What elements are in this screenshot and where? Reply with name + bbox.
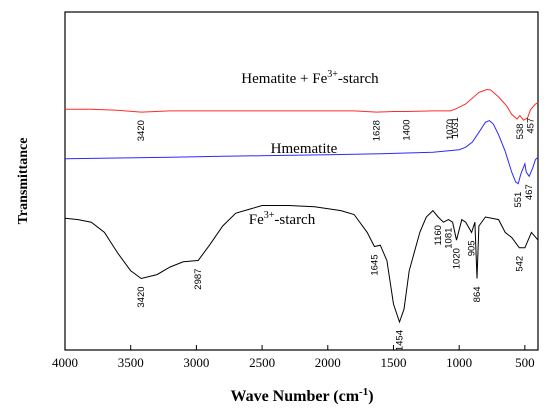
peak-label: 1031 [450,117,461,138]
series-layer [64,88,539,324]
x-tick-label: 1500 [380,355,406,370]
x-tick-label: 2000 [315,355,341,370]
series-line [64,205,539,324]
peak-label: 1020 [452,248,463,269]
series-line [64,120,539,185]
peak-label: 3420 [136,286,147,307]
series-label: Hematite + Fe3+-starch [241,69,379,87]
peak-label: 1081 [444,228,455,249]
x-axis-title-sup: -1 [359,386,368,398]
peak-label: 542 [514,256,525,272]
series-label: Hmematite [271,141,338,157]
peak-label: 467 [524,184,535,200]
peak-label: 551 [513,192,524,208]
series-line [65,88,539,121]
peak-label: 1645 [369,254,380,275]
series-label-main: Hmematite [271,141,338,157]
peak-label: 3420 [136,120,147,141]
peak-label: 457 [526,118,537,134]
x-tick-label: 3000 [183,355,209,370]
x-tick-label: 2500 [249,355,275,370]
plot-frame [64,11,539,351]
series-label-tail: -starch [338,71,379,87]
series-label-main: Hematite + Fe [241,71,327,87]
peak-label: 864 [472,286,483,302]
series-label-sup: 3+ [264,210,275,221]
series-label: Fe3+-starch [249,210,316,228]
peak-label: 1160 [433,225,444,245]
peak-label: 538 [515,124,526,140]
series-label-sup: 3+ [327,69,338,80]
x-tick-label: 4000 [52,355,78,370]
series-label-tail: -starch [274,212,315,228]
peak-label: 1454 [395,330,406,351]
x-tick-label: 3500 [118,355,144,370]
peak-label: 1070 [445,119,456,140]
x-tick-label: 1000 [446,355,472,370]
x-axis-ticks: 4000 3500 3000 2500 2000 1500 1000 500 [52,345,535,370]
x-axis-title-tail: ) [368,388,373,405]
x-axis-title: Wave Number (cm-1) [230,386,373,405]
series-labels: Hematite + Fe3+-starchHmematiteFe3+-star… [241,69,379,228]
peak-label: 1628 [372,120,383,141]
x-tick-label: 500 [515,355,535,370]
peak-label: 905 [467,240,478,256]
peak-label: 1400 [402,120,413,141]
peak-label: 2987 [193,269,204,290]
series-label-main: Fe [249,212,264,228]
x-axis-title-main: Wave Number (cm [230,388,359,405]
y-axis-title: Transmittance [16,138,31,225]
